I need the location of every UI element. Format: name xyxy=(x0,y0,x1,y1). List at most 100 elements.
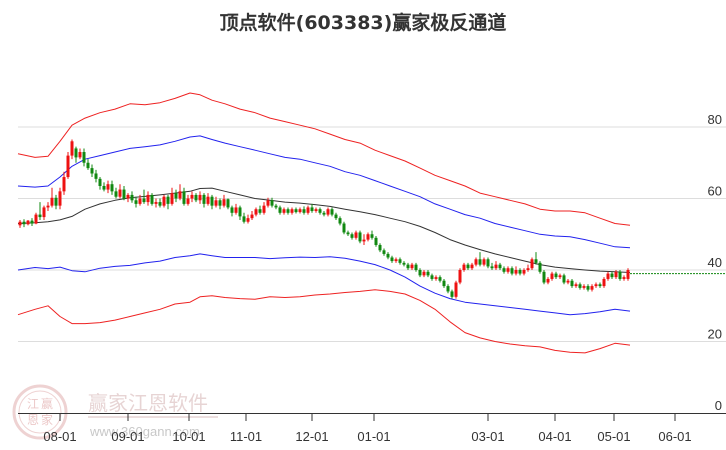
band-lower-inner xyxy=(17,253,631,316)
candle xyxy=(170,193,174,204)
candle xyxy=(418,270,422,276)
candle xyxy=(558,275,562,278)
channel-bands xyxy=(17,92,631,354)
candle xyxy=(110,184,114,192)
candle xyxy=(66,155,70,178)
candle xyxy=(462,264,466,270)
candle xyxy=(174,193,178,199)
svg-text:家: 家 xyxy=(41,412,53,427)
candle xyxy=(498,264,502,269)
svg-text:恩: 恩 xyxy=(27,413,39,427)
candle xyxy=(242,216,246,222)
candle xyxy=(150,194,154,204)
candle xyxy=(202,194,206,204)
candle xyxy=(590,286,594,290)
band-upper-outer xyxy=(17,92,631,226)
candle xyxy=(30,220,34,224)
candle xyxy=(538,262,542,272)
candle xyxy=(422,271,426,276)
svg-text:江: 江 xyxy=(27,397,39,411)
candle xyxy=(554,273,558,278)
x-tick-label: 12-01 xyxy=(295,429,328,444)
candle xyxy=(470,264,474,269)
candle xyxy=(138,198,142,204)
candle xyxy=(618,271,622,279)
candle xyxy=(70,141,74,156)
candle xyxy=(514,270,518,274)
candle xyxy=(386,253,390,258)
candle xyxy=(506,268,510,272)
candle xyxy=(570,280,574,287)
candle xyxy=(250,214,254,219)
candle xyxy=(278,207,282,213)
watermark: 江 赢 恩 家 赢家江恩软件 www.360gann.com xyxy=(12,384,218,440)
candle xyxy=(46,205,50,208)
candle xyxy=(246,218,250,222)
candle xyxy=(226,199,230,208)
candle xyxy=(394,259,398,262)
candle xyxy=(122,189,126,199)
candle xyxy=(426,271,430,276)
candle xyxy=(534,259,538,263)
candle xyxy=(546,278,550,283)
candle xyxy=(118,189,122,197)
candle xyxy=(298,209,302,213)
candle xyxy=(578,284,582,288)
candle xyxy=(266,200,270,206)
candle xyxy=(18,221,22,226)
candle xyxy=(54,197,58,206)
candle xyxy=(42,207,46,218)
watermark-url: www.360gann.com xyxy=(89,424,200,439)
candle xyxy=(22,221,26,225)
candle xyxy=(258,209,262,213)
candle xyxy=(502,268,506,272)
candle xyxy=(306,207,310,213)
candle xyxy=(614,271,618,278)
candle xyxy=(62,177,66,192)
candle xyxy=(126,194,130,199)
candle xyxy=(86,162,90,169)
candle xyxy=(318,209,322,213)
candle xyxy=(342,223,346,233)
candle xyxy=(406,264,410,269)
y-tick-label: 80 xyxy=(708,112,722,127)
candle xyxy=(610,273,614,278)
x-tick-label: 10-01 xyxy=(172,429,205,444)
candle xyxy=(398,259,402,263)
candle xyxy=(310,207,314,212)
candle xyxy=(158,202,162,206)
chart-title: 顶点软件(603383)赢家极反通道 xyxy=(219,12,507,34)
candle xyxy=(194,194,198,201)
candle xyxy=(186,198,190,204)
band-upper-inner xyxy=(17,135,631,249)
svg-text:赢: 赢 xyxy=(41,396,53,411)
y-tick-label: 20 xyxy=(708,327,722,342)
candle xyxy=(586,286,590,290)
y-tick-label: 40 xyxy=(708,255,722,270)
candle xyxy=(234,207,238,213)
candle xyxy=(214,200,218,206)
candle xyxy=(314,209,318,212)
candle xyxy=(102,185,106,190)
candle xyxy=(430,275,434,279)
candle xyxy=(270,200,274,206)
candle xyxy=(526,268,530,270)
candle xyxy=(274,205,278,208)
candle xyxy=(142,198,146,203)
y-axis: 0 20 40 60 80 xyxy=(708,112,722,413)
candle xyxy=(198,194,202,201)
candle xyxy=(210,196,214,206)
candle xyxy=(434,277,438,279)
watermark-seal-icon: 江 赢 恩 家 xyxy=(12,384,68,440)
y-tick-label: 0 xyxy=(715,398,722,413)
candle xyxy=(542,271,546,283)
candle xyxy=(606,273,610,279)
candle xyxy=(490,266,494,269)
candle xyxy=(466,264,470,269)
candle xyxy=(26,220,30,225)
candle xyxy=(410,264,414,269)
candle xyxy=(146,194,150,203)
candle xyxy=(322,212,326,215)
candle xyxy=(154,202,158,204)
candle xyxy=(134,200,138,204)
